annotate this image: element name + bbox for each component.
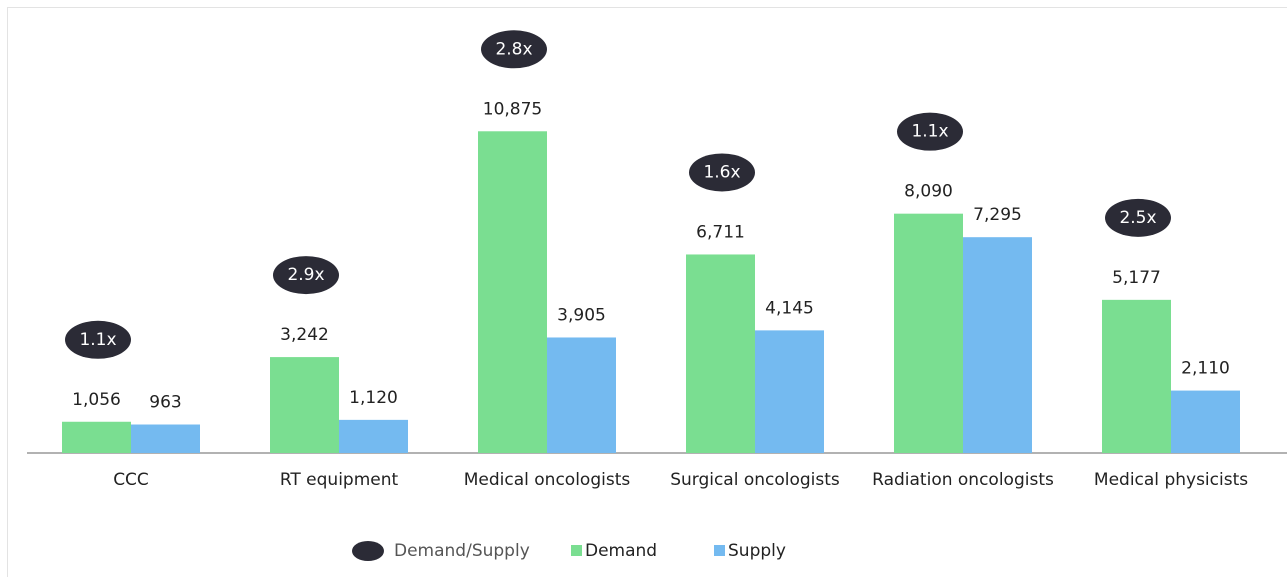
x-tick-label: Medical oncologists [464,470,631,490]
legend-label: Supply [728,541,786,561]
ratio-label: 1.6x [703,162,740,182]
bar [1102,299,1171,453]
ratio-label: 2.5x [1119,208,1156,228]
value-label: 3,905 [557,305,606,325]
bar [62,421,131,453]
bar [1171,390,1240,453]
value-label: 4,145 [765,298,814,318]
value-label: 8,090 [904,182,953,202]
bar [131,424,200,453]
bar [547,337,616,453]
x-tick-label: Surgical oncologists [670,470,840,490]
value-label: 6,711 [696,222,745,242]
ratio-bubble [1105,198,1171,237]
bar [963,237,1032,453]
x-tick-label: CCC [113,470,149,490]
bar [270,357,339,453]
chart-border [7,7,1287,577]
value-label: 3,242 [280,325,329,345]
ratio-bubble [689,153,755,192]
legend-ratio-swatch [352,541,384,561]
value-label: 5,177 [1112,268,1161,288]
value-label: 1,120 [349,388,398,408]
ratio-label: 2.9x [287,265,324,285]
bar [894,213,963,453]
value-label: 7,295 [973,205,1022,225]
x-tick-label: Radiation oncologists [872,470,1054,490]
bar [339,419,408,453]
ratio-label: 1.1x [911,122,948,142]
value-label: 10,875 [483,99,542,119]
ratio-bubble [897,112,963,151]
ratio-bubble [273,256,339,295]
bar [755,330,824,453]
legend-swatch [571,545,582,556]
bar [478,131,547,453]
ratio-label: 1.1x [79,330,116,350]
value-label: 1,056 [72,390,121,410]
legend-label: Demand/Supply [394,541,530,561]
x-tick-label: Medical physicists [1094,470,1248,490]
bar [686,254,755,453]
ratio-bubble [65,320,131,359]
value-label: 963 [149,393,181,413]
legend-swatch [714,545,725,556]
ratio-label: 2.8x [495,39,532,59]
x-tick-label: RT equipment [280,470,399,490]
legend-label: Demand [585,541,657,561]
value-label: 2,110 [1181,359,1230,379]
ratio-bubble [481,30,547,69]
